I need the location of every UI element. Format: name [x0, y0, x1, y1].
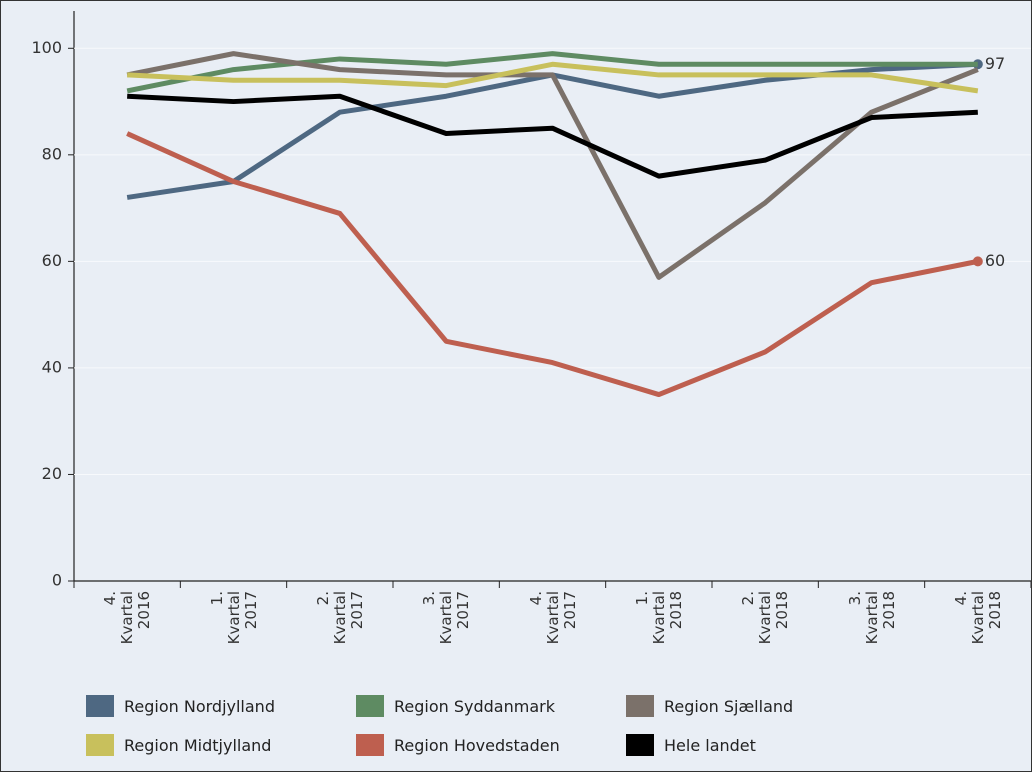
legend-item: Region Sjælland [626, 695, 793, 717]
x-tick-label: 1. Kvartal 2018 [632, 591, 685, 645]
legend-label: Region Sjælland [664, 696, 794, 716]
y-tick-label: 20 [42, 464, 62, 483]
x-tick-label: 2. Kvartal 2017 [313, 591, 366, 645]
series-line [126, 51, 979, 280]
y-tick-label: 80 [42, 144, 62, 163]
legend-label: Region Hovedstaden [394, 735, 560, 755]
series-line [127, 61, 979, 94]
y-tick-label: 0 [52, 571, 62, 590]
legend-swatch [86, 695, 114, 717]
y-tick-label: 40 [42, 357, 62, 376]
legend-swatch [626, 734, 654, 756]
legend-item: Region Midtjylland [86, 734, 271, 756]
series-line [126, 51, 978, 94]
y-tick-label: 100 [31, 38, 62, 57]
end-point [972, 256, 983, 267]
legend-item: Region Hovedstaden [356, 734, 560, 756]
series-line [126, 131, 979, 398]
legend-label: Hele landet [664, 735, 756, 755]
legend-swatch [356, 695, 384, 717]
end-label: 60 [985, 251, 1005, 270]
legend-label: Region Midtjylland [124, 735, 272, 755]
legend-item: Region Syddanmark [356, 695, 555, 717]
x-tick-label: 3. Kvartal 2018 [845, 591, 898, 645]
legend-item: Hele landet [626, 734, 756, 756]
x-tick-label: 4. Kvartal 2018 [951, 591, 1004, 645]
legend-swatch [356, 734, 384, 756]
x-tick-label: 3. Kvartal 2017 [420, 591, 473, 645]
legend-item: Region Nordjylland [86, 695, 275, 717]
legend-swatch [626, 695, 654, 717]
x-tick-label: 2. Kvartal 2018 [739, 591, 792, 645]
legend-swatch [86, 734, 114, 756]
x-tick-label: 4. Kvartal 2016 [101, 591, 154, 645]
series-line [127, 93, 978, 179]
end-label: 97 [985, 54, 1005, 73]
y-tick-label: 60 [42, 251, 62, 270]
x-tick-label: 4. Kvartal 2017 [526, 591, 579, 645]
legend-label: Region Nordjylland [124, 696, 275, 716]
x-tick-label: 1. Kvartal 2017 [207, 591, 260, 645]
legend-label: Region Syddanmark [394, 696, 555, 716]
